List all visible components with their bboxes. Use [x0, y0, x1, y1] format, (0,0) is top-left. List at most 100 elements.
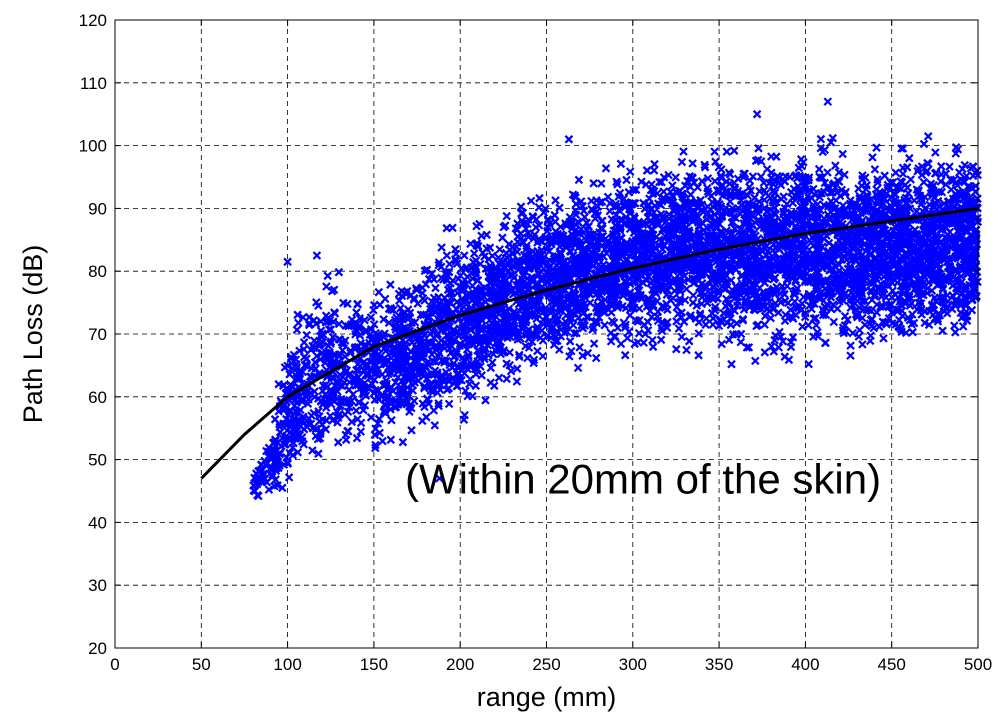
scatter-point — [360, 315, 369, 325]
scatter-point — [945, 236, 954, 245]
scatter-point — [565, 337, 575, 346]
scatter-point — [671, 173, 680, 182]
scatter-point — [864, 236, 873, 246]
scatter-point — [881, 247, 890, 257]
scatter-point — [304, 320, 314, 330]
scatter-point — [741, 279, 750, 288]
scatter-point — [752, 321, 761, 331]
scatter-point — [578, 351, 587, 360]
scatter-point — [403, 388, 412, 398]
scatter-point — [923, 288, 932, 298]
scatter-point — [264, 443, 274, 453]
scatter-point — [597, 179, 606, 188]
scatter-point — [369, 320, 379, 329]
scatter-point — [420, 383, 429, 393]
scatter-point — [546, 308, 555, 318]
scatter-point — [448, 223, 457, 233]
scatter-point — [477, 371, 486, 380]
scatter-point — [420, 296, 429, 305]
scatter-point — [694, 329, 704, 338]
scatter-point — [956, 217, 965, 227]
scatter-point — [382, 376, 391, 385]
scatter-point — [720, 284, 729, 294]
scatter-point — [620, 350, 630, 360]
scatter-point — [656, 335, 666, 345]
scatter-point — [320, 390, 330, 399]
scatter-point — [398, 437, 408, 447]
scatter-point — [891, 320, 901, 329]
scatter-point — [397, 383, 406, 393]
scatter-point — [840, 189, 850, 198]
scatter-point — [628, 185, 638, 195]
scatter-point — [341, 321, 351, 330]
scatter-point — [553, 308, 563, 317]
scatter-point — [621, 320, 630, 330]
scatter-point — [527, 337, 537, 347]
scatter-point — [351, 406, 361, 415]
scatter-point — [591, 353, 601, 363]
scatter-point — [606, 337, 616, 346]
scatter-point — [957, 263, 966, 272]
scatter-point — [496, 321, 506, 330]
scatter-point — [469, 249, 479, 258]
scatter-point — [879, 334, 888, 343]
scatter-point — [550, 210, 559, 220]
scatter-point — [522, 327, 531, 336]
scatter-point — [710, 293, 719, 302]
scatter-point — [480, 354, 489, 364]
scatter-point — [270, 481, 279, 491]
scatter-point — [908, 327, 917, 337]
scatter-point — [917, 276, 926, 285]
scatter-point — [697, 299, 706, 309]
scatter-point — [379, 315, 388, 324]
scatter-point — [933, 280, 943, 290]
scatter-point — [701, 320, 710, 329]
scatter-point — [858, 305, 868, 315]
scatter-point — [758, 302, 767, 311]
scatter-point — [826, 265, 836, 274]
scatter-point — [516, 202, 526, 211]
scatter-point — [760, 320, 769, 329]
scatter-point — [736, 225, 745, 235]
scatter-point — [846, 351, 855, 360]
scatter-point — [299, 338, 309, 347]
scatter-point — [891, 168, 900, 177]
scatter-point — [288, 450, 298, 460]
scatter-point — [946, 243, 955, 252]
scatter-point — [791, 275, 801, 285]
scatter-point — [664, 170, 673, 180]
scatter-point — [366, 413, 376, 422]
scatter-point — [906, 175, 915, 184]
scatter-point — [828, 133, 838, 143]
scatter-point — [271, 464, 281, 473]
scatter-point — [314, 407, 323, 416]
scatter-point — [356, 427, 366, 436]
scatter-point — [573, 363, 583, 373]
scatter-point — [739, 305, 749, 314]
scatter-point — [655, 177, 664, 187]
scatter-point — [601, 164, 611, 173]
scatter-point — [684, 336, 694, 346]
scatter-point — [822, 299, 832, 309]
scatter-point — [366, 313, 376, 322]
scatter-point — [406, 400, 415, 409]
scatter-point — [394, 311, 404, 320]
scatter-point — [334, 350, 344, 359]
scatter-point — [264, 485, 274, 494]
scatter-point — [339, 298, 348, 308]
scatter-point — [386, 398, 396, 407]
scatter-point — [473, 346, 482, 355]
scatter-point — [766, 313, 775, 323]
scatter-point — [780, 316, 790, 326]
scatter-point — [716, 315, 725, 324]
scatter-point — [823, 168, 832, 177]
scatter-point — [821, 338, 830, 348]
scatter-point — [729, 146, 739, 155]
scatter-point — [751, 356, 760, 366]
scatter-point — [567, 346, 576, 356]
scatter-point — [648, 335, 657, 345]
scatter-point — [634, 328, 644, 338]
scatter-point — [743, 245, 752, 255]
scatter-point — [386, 405, 395, 414]
scatter-point — [442, 251, 452, 260]
